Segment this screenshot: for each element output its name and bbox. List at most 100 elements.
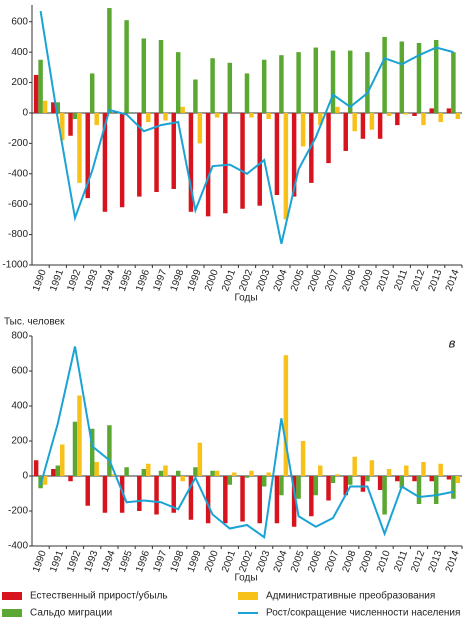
bar	[433, 39, 439, 113]
x-tick-label: 2012	[409, 549, 427, 574]
bar	[210, 58, 215, 113]
x-tick-label: 1994	[100, 549, 118, 574]
legend-swatch	[238, 592, 258, 600]
bar	[296, 476, 301, 499]
bar	[214, 470, 220, 476]
bar	[330, 476, 336, 483]
bar	[205, 476, 211, 524]
bar	[446, 476, 452, 480]
bar	[55, 465, 61, 476]
bar	[141, 38, 147, 113]
x-tick-label: 1990	[31, 549, 49, 574]
bar	[279, 55, 284, 113]
y-tick-label: 200	[11, 77, 28, 88]
bar	[223, 476, 228, 524]
bar	[377, 112, 383, 139]
bar	[244, 73, 250, 113]
x-tick-label: 2006	[306, 268, 324, 293]
x-tick-label: 1995	[117, 549, 135, 574]
x-tick-label: 1994	[100, 268, 118, 293]
bar	[369, 460, 375, 476]
bar	[360, 476, 366, 492]
bar	[352, 456, 357, 476]
x-tick-label: 1995	[117, 268, 135, 293]
bar	[163, 112, 168, 121]
x-tick-label: 1991	[48, 268, 66, 293]
bar	[455, 112, 461, 120]
bar	[42, 476, 48, 485]
bar	[210, 470, 215, 476]
y-tick-label: -800	[8, 229, 28, 240]
bar	[291, 112, 297, 197]
bar	[451, 476, 456, 499]
legend-label: Сальдо миграции	[30, 608, 112, 619]
bar	[193, 79, 198, 113]
bar	[102, 112, 108, 212]
x-tick-label: 2003	[255, 268, 273, 293]
x-tick-label: 1999	[186, 268, 204, 293]
bar	[244, 476, 250, 478]
bar	[395, 476, 400, 482]
y-tick-label: -1000	[2, 260, 28, 271]
bar	[188, 476, 194, 520]
x-axis-label: Годы	[234, 293, 257, 304]
bar	[197, 442, 203, 476]
bar	[137, 112, 142, 197]
x-tick-label: 1996	[134, 268, 152, 293]
x-tick-label: 2005	[289, 549, 307, 574]
bar	[369, 112, 375, 130]
bar	[77, 395, 82, 476]
bar	[343, 476, 348, 496]
line	[39, 10, 454, 244]
legend-label: Рост/сокращение численности населения	[266, 608, 460, 619]
bar	[51, 469, 56, 476]
x-tick-label: 1998	[169, 549, 187, 574]
bar	[399, 41, 405, 113]
bar	[283, 112, 289, 220]
x-tick-label: 1991	[48, 549, 66, 574]
bar	[347, 476, 353, 485]
bar	[291, 476, 297, 527]
bar	[85, 476, 90, 506]
x-axis-label: Годы	[234, 573, 257, 584]
bar	[404, 112, 409, 115]
bar	[68, 476, 73, 482]
y-tick-label: 600	[11, 366, 28, 377]
bar	[429, 476, 434, 482]
bar	[137, 476, 142, 511]
bar	[51, 102, 56, 113]
bar	[326, 112, 331, 164]
bar	[124, 467, 129, 476]
x-tick-label: 2008	[341, 268, 359, 293]
bar	[180, 106, 185, 113]
bar	[85, 112, 90, 199]
bar	[68, 112, 73, 136]
bar	[433, 476, 439, 504]
bar	[171, 476, 176, 513]
bar	[365, 476, 370, 482]
y-tick-label: 600	[11, 16, 28, 27]
bar	[107, 425, 112, 476]
bar	[318, 112, 323, 126]
bar	[60, 444, 65, 476]
bar	[249, 470, 254, 476]
legend-swatch	[2, 592, 22, 600]
bar	[77, 112, 82, 183]
x-tick-label: 2010	[375, 549, 393, 574]
y-tick-label: -200	[8, 138, 28, 149]
x-tick-label: 2001	[220, 549, 238, 574]
x-tick-label: 1997	[151, 549, 169, 574]
bar	[163, 465, 168, 476]
bar	[386, 469, 392, 476]
x-tick-label: 1997	[151, 268, 169, 293]
bar	[395, 112, 400, 126]
bar	[365, 52, 370, 113]
bar	[240, 112, 245, 209]
bar	[421, 112, 426, 126]
bar	[412, 476, 417, 482]
bar	[279, 476, 284, 496]
bar	[124, 20, 129, 113]
bar	[89, 73, 95, 113]
bar	[180, 476, 185, 482]
bar	[158, 39, 164, 113]
